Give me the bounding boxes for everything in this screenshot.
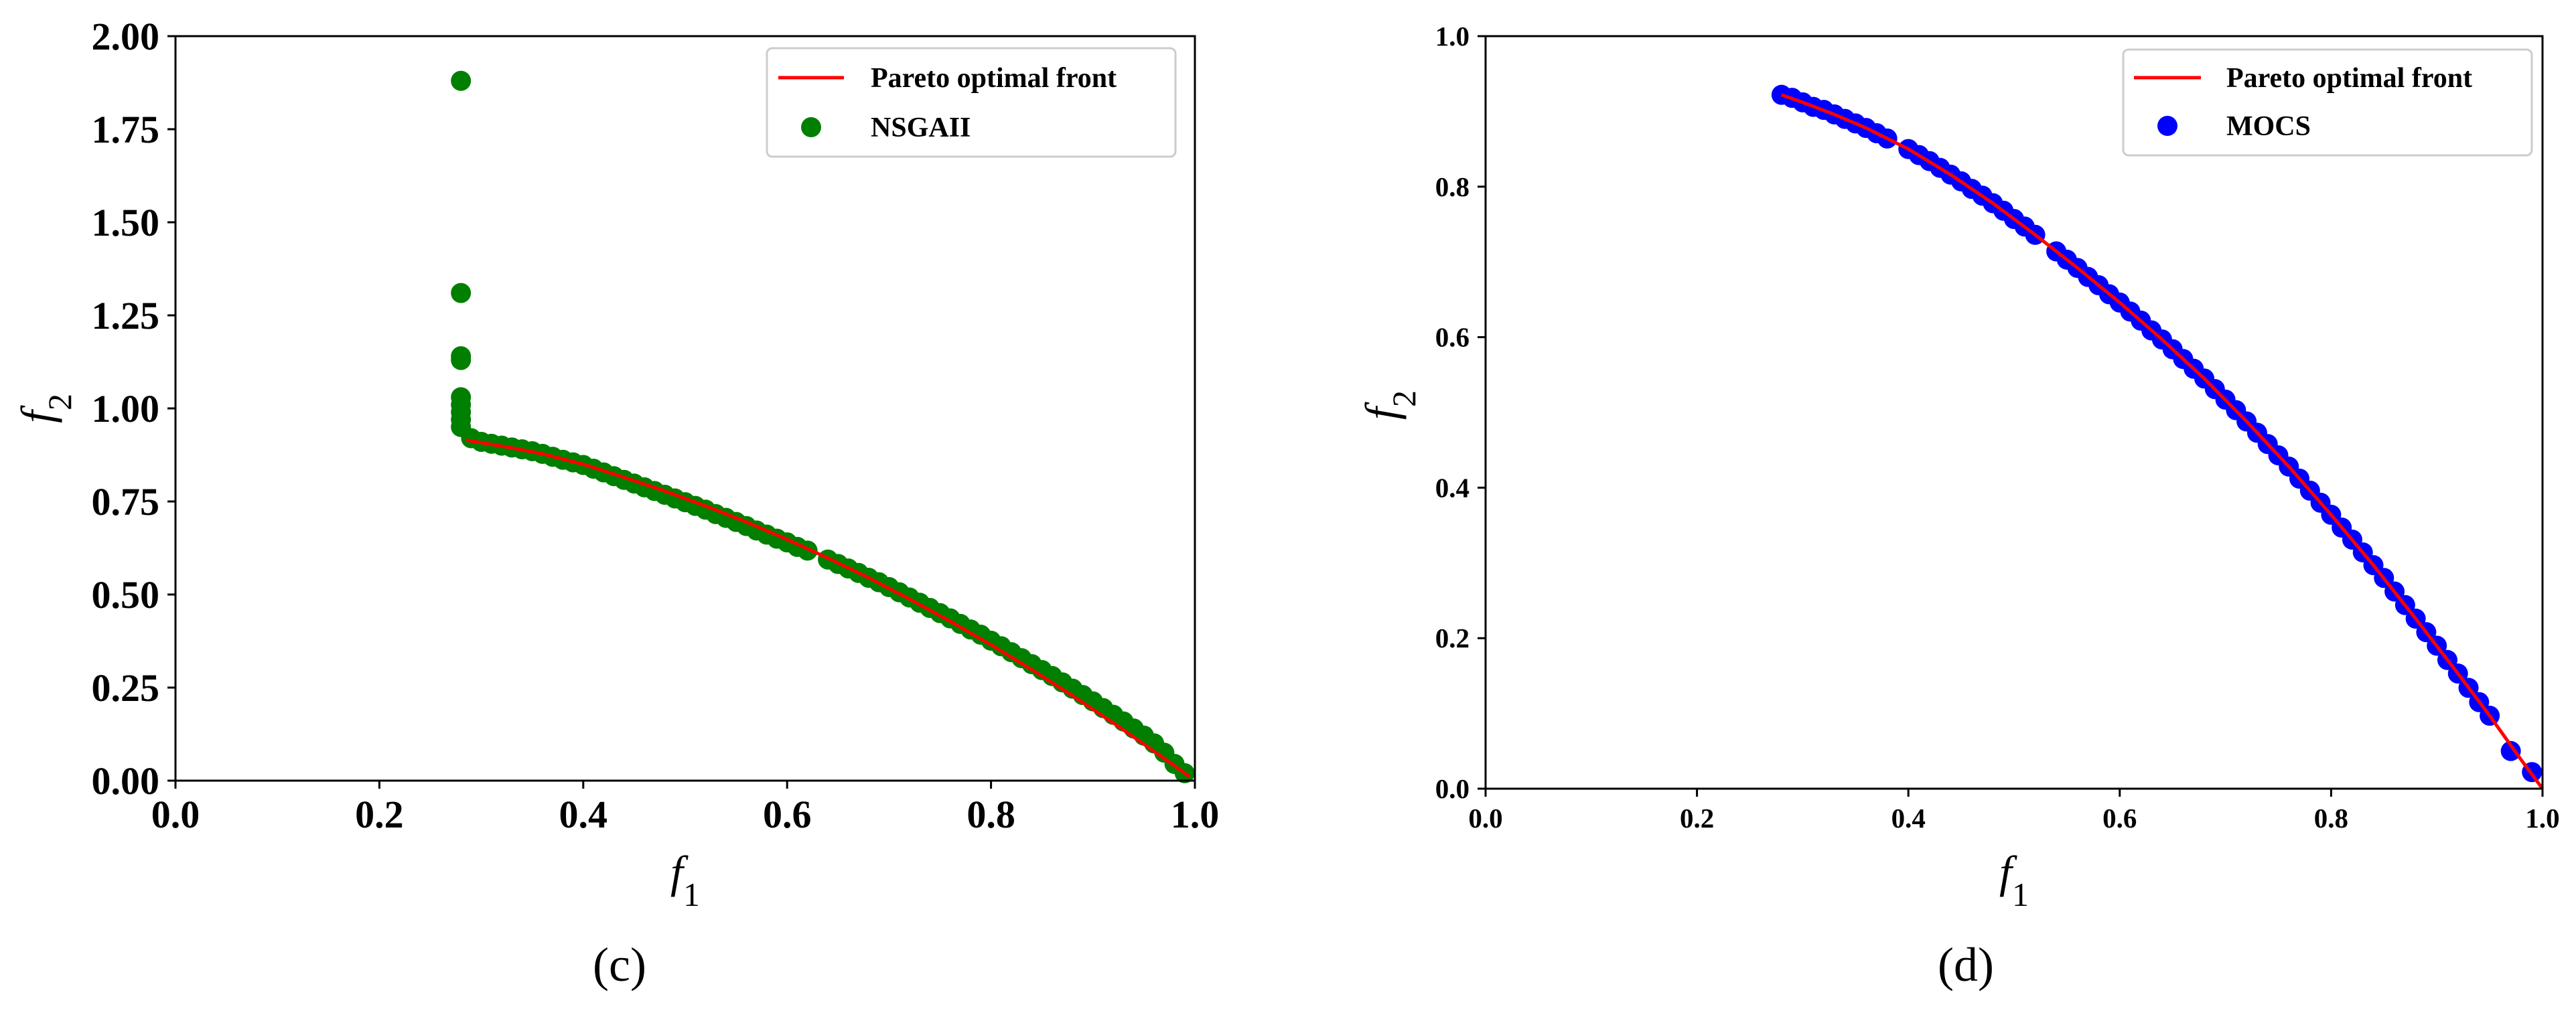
chart-c-xtick-label: 0.4 xyxy=(559,793,608,836)
chart-c-point xyxy=(451,350,471,370)
chart-d-xtick-label: 1.0 xyxy=(2525,803,2559,834)
chart-d-xtick-label: 0.6 xyxy=(2102,803,2137,834)
chart-c-legend-label-front: Pareto optimal front xyxy=(871,63,1117,94)
chart-c-ytick-label: 0.50 xyxy=(92,573,160,617)
chart-c-ytick-label: 1.50 xyxy=(92,201,160,244)
chart-d-ytick-label: 0.2 xyxy=(1435,623,1470,653)
chart-c-legend: Pareto optimal front NSGAII xyxy=(767,48,1175,157)
chart-c-xtick-label: 0.8 xyxy=(967,793,1015,836)
chart-c-ytick-label: 2.00 xyxy=(92,15,160,58)
chart-c-ytick-label: 0.25 xyxy=(92,666,160,710)
panel-c-caption: (c) xyxy=(593,938,646,992)
chart-d-xtick-label: 0.0 xyxy=(1468,803,1502,834)
chart-c-xtick-label: 0.2 xyxy=(355,793,404,836)
panel-d-caption: (d) xyxy=(1938,938,1994,992)
chart-c-ytick-label: 1.25 xyxy=(92,294,160,337)
chart-c-xtick-label: 0.6 xyxy=(763,793,812,836)
chart-d-legend-point-swatch xyxy=(2157,116,2177,136)
chart-d-ytick-label: 0.0 xyxy=(1435,773,1470,804)
chart-c-ytick-label: 1.75 xyxy=(92,108,160,151)
axis-label-subscript: 2 xyxy=(1385,390,1423,407)
chart-c-xtick-label: 1.0 xyxy=(1171,793,1220,836)
chart-d-ytick-label: 0.6 xyxy=(1435,322,1470,353)
chart-c-legend-point-swatch xyxy=(801,117,821,137)
chart-d-legend: Pareto optimal front MOCS xyxy=(2123,50,2532,155)
axis-label-subscript: 1 xyxy=(2012,876,2029,913)
chart-c-legend-label-points: NSGAII xyxy=(871,112,971,143)
chart-d-xtick-label: 0.8 xyxy=(2314,803,2348,834)
chart-d-legend-label-front: Pareto optimal front xyxy=(2226,63,2472,94)
chart-d-xtick-label: 0.2 xyxy=(1680,803,1714,834)
chart-c-point xyxy=(451,283,471,303)
chart-c-point xyxy=(451,71,471,91)
chart-c-ytick-label: 1.00 xyxy=(92,387,160,430)
chart-d-ytick-label: 0.8 xyxy=(1435,171,1470,202)
chart-c-ytick-label: 0.00 xyxy=(92,759,160,803)
axis-label-subscript: 2 xyxy=(41,394,78,410)
chart-d-ytick-label: 1.0 xyxy=(1435,21,1470,52)
axis-label-subscript: 1 xyxy=(683,876,700,913)
chart-d-ytick-label: 0.4 xyxy=(1435,472,1470,503)
chart-d-xtick-label: 0.4 xyxy=(1891,803,1926,834)
chart-c-ytick-label: 0.75 xyxy=(92,480,160,524)
chart-d-legend-label-points: MOCS xyxy=(2226,111,2311,142)
